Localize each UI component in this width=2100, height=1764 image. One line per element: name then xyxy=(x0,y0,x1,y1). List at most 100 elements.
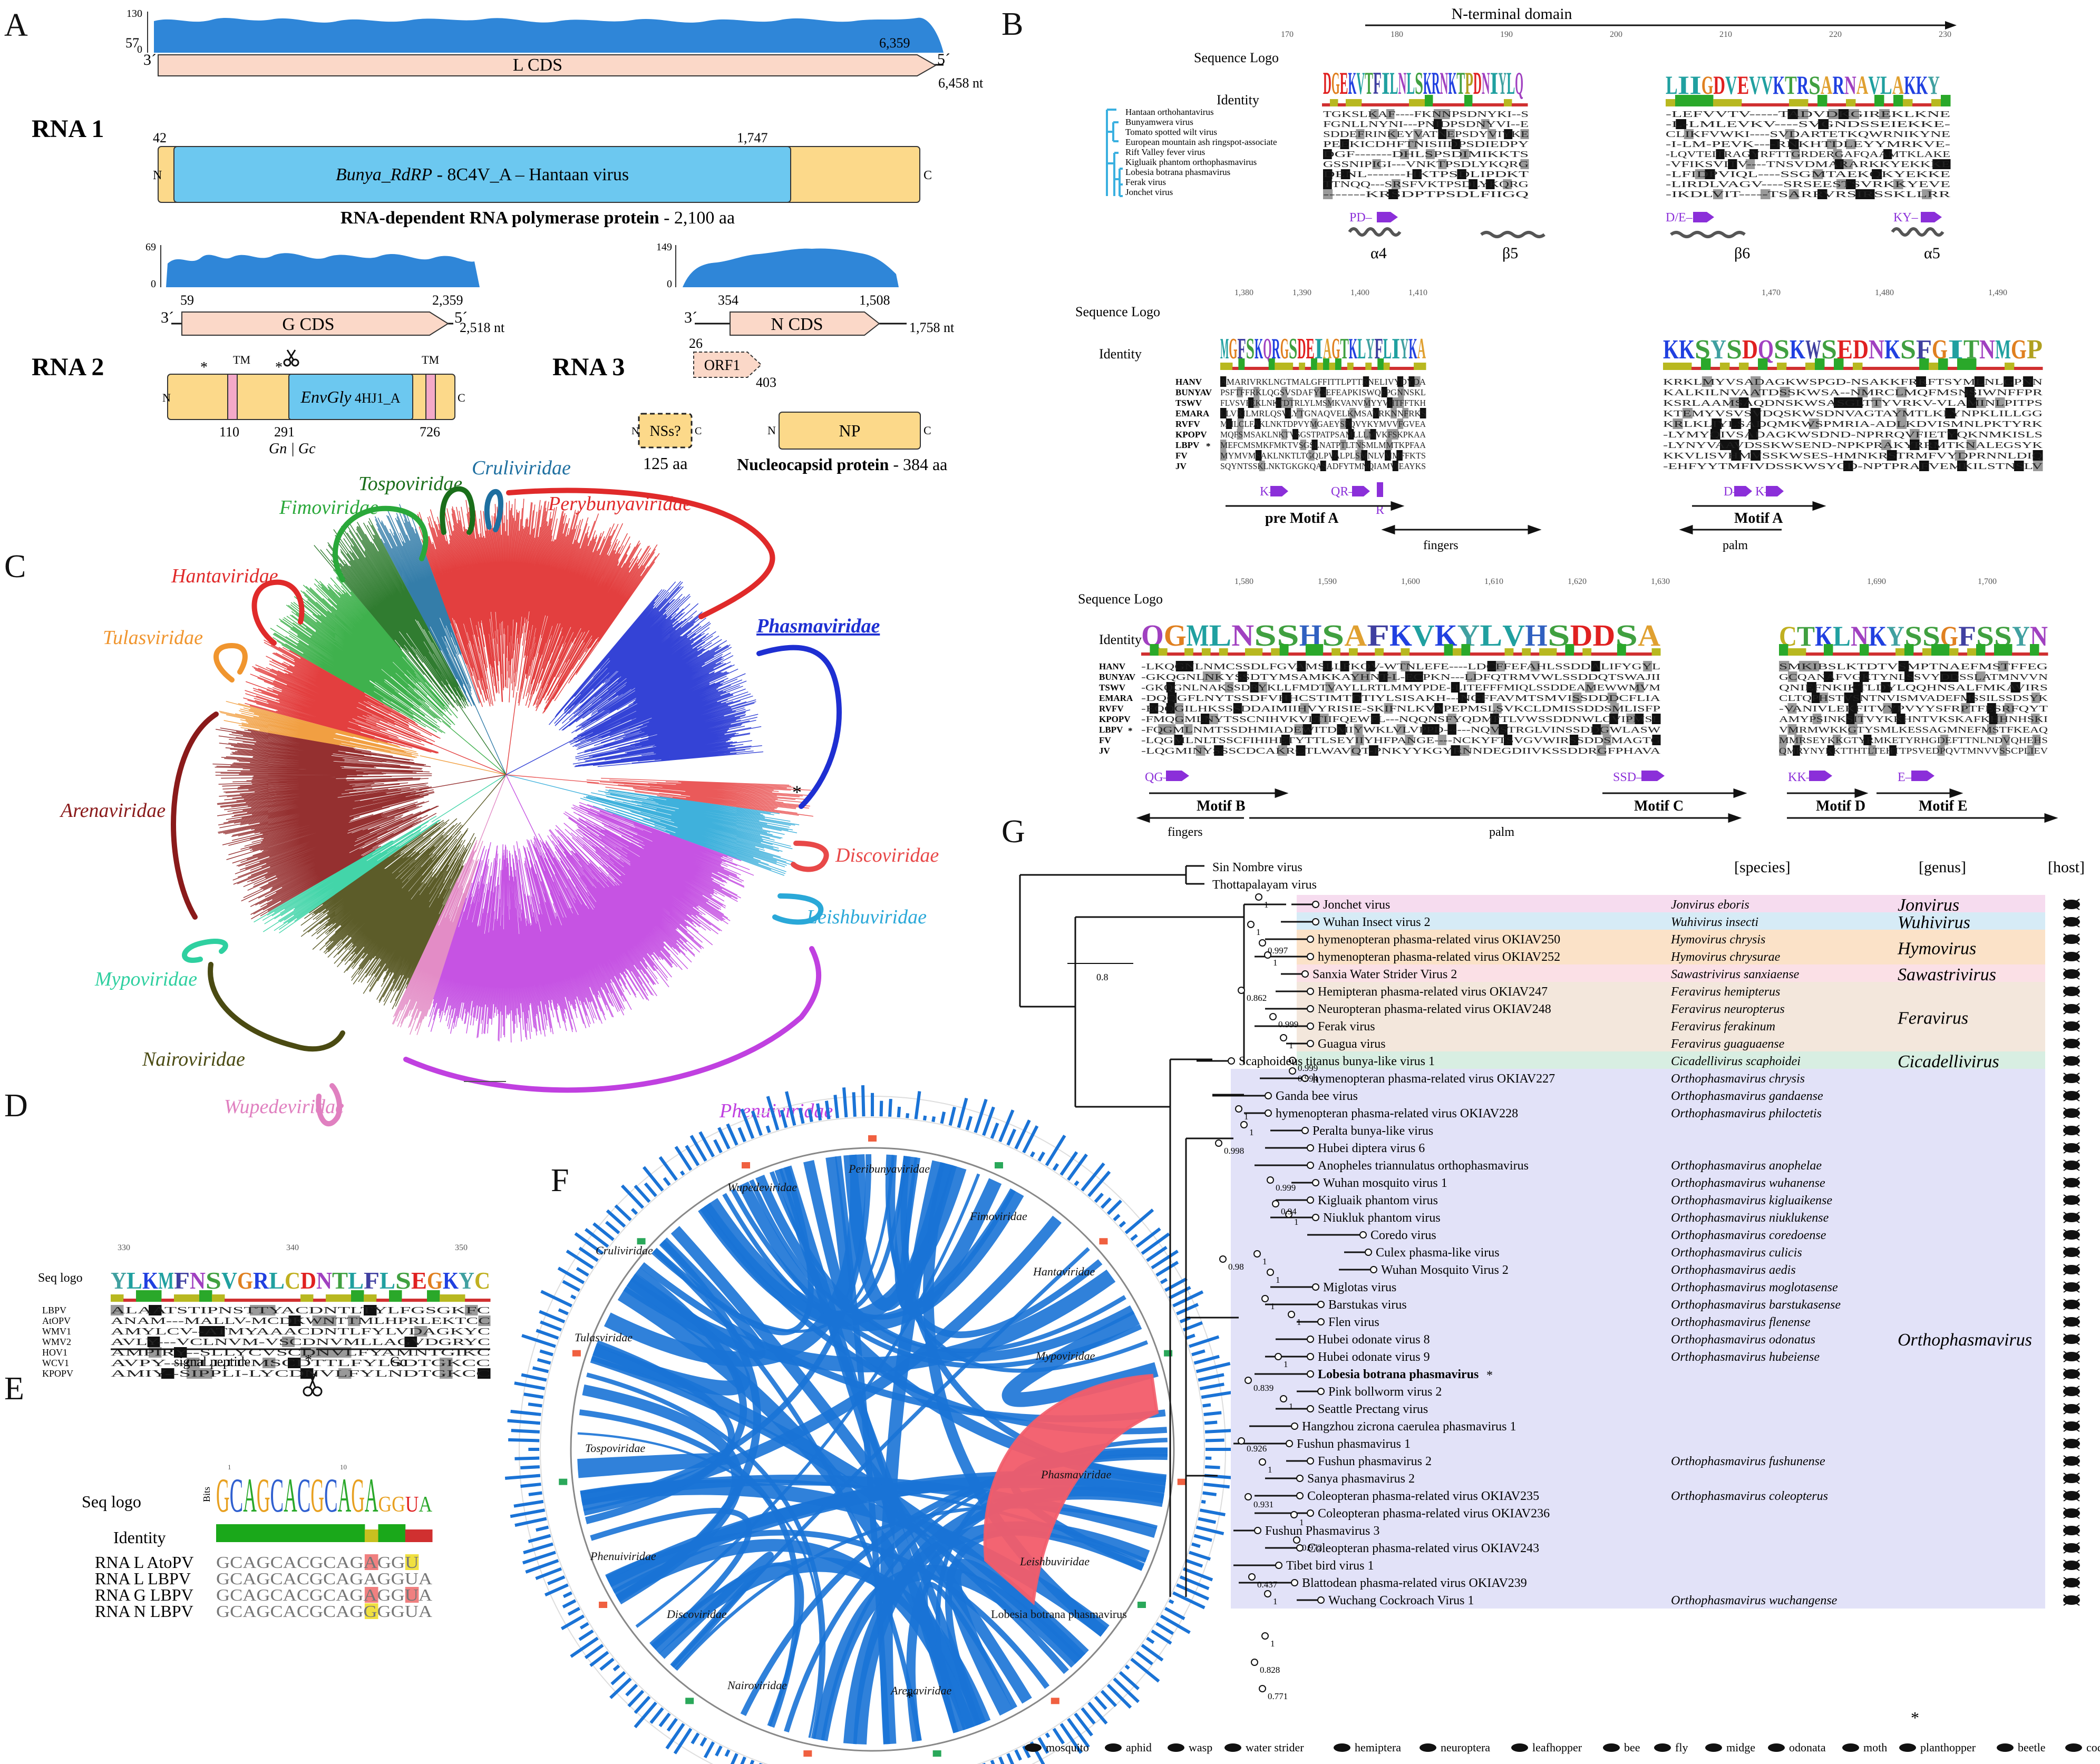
alignment-row: PEEKICDHFTNISIIDPSDIEDPY xyxy=(1323,139,1529,149)
conservation-shade xyxy=(282,1337,295,1347)
identity-bar-segment xyxy=(1385,103,1394,106)
identity-bar-segment xyxy=(1496,652,1505,656)
coverage-histogram-bar xyxy=(1151,1629,1172,1645)
coverage-histogram-bar xyxy=(520,1483,541,1488)
segment-marker xyxy=(559,1478,568,1485)
coverage-max-label: 69 xyxy=(145,241,156,253)
species-name: Orthophasmavirus anophelae xyxy=(1671,1159,1822,1173)
internal-node xyxy=(1245,1493,1252,1500)
tip-node xyxy=(1359,1231,1367,1239)
orf1-coord-start: 26 xyxy=(689,336,703,351)
N-coord-end: 1,508 xyxy=(859,293,890,308)
logo-letter: L xyxy=(1390,66,1398,101)
logo-letter: L xyxy=(1383,333,1392,365)
clade-arc-arenaviridae xyxy=(171,712,219,920)
conservation-shade xyxy=(1175,661,1185,671)
alignment-row: KRKLMYVSADAGKWSPGD-NSAKKFRRFTSYMLNLGPNN xyxy=(1663,377,2043,387)
coverage-histogram-bar xyxy=(1119,1671,1140,1690)
conservation-shade xyxy=(1400,149,1409,159)
conservation-shade xyxy=(1811,693,1820,703)
identity-bar-segment xyxy=(1377,103,1386,106)
gly-n-term: N xyxy=(162,391,171,404)
conservation-shade xyxy=(1643,661,1652,671)
virus-abbreviation: HOV1 xyxy=(42,1347,67,1358)
motif-marker xyxy=(1641,771,1665,781)
internal-node xyxy=(1255,893,1262,901)
identity-bar-segment xyxy=(1305,644,1315,656)
logo-letter: K xyxy=(1869,620,1887,652)
position-tick: 190 xyxy=(1500,30,1513,39)
conservation-shade xyxy=(1891,703,1901,714)
conservation-shade xyxy=(1910,429,1920,440)
conservation-shade xyxy=(1676,119,1687,129)
identity-bar-segment xyxy=(1359,367,1366,370)
coverage-histogram-bar xyxy=(1100,1197,1112,1209)
species-name: Orthophasmavirus fushunense xyxy=(1671,1455,1825,1468)
alignment-row: KTEMYVSVSVDQSKWSDNVAGTAYMTLKLYNPKLILLGG xyxy=(1663,408,2043,418)
conservation-shade xyxy=(1488,129,1496,139)
logo-letter: S xyxy=(1726,335,1742,365)
coverage-histogram-bar xyxy=(666,1718,678,1732)
logo-letter: L xyxy=(1209,618,1231,652)
conservation-shade xyxy=(1466,671,1476,682)
support-value: 0.828 xyxy=(1260,1665,1280,1675)
conservation-shade xyxy=(1384,703,1393,714)
conservation-shade xyxy=(1214,745,1224,756)
identity-bar-segment xyxy=(1470,652,1479,656)
pos-110: 110 xyxy=(219,424,239,440)
logo-letter: F xyxy=(1958,620,1976,652)
clade-arc-nairoviridae xyxy=(208,962,345,1052)
internal-node xyxy=(1219,1255,1227,1263)
conservation-shade xyxy=(1490,724,1499,735)
coverage-histogram-bar xyxy=(634,1701,657,1729)
conservation-shade xyxy=(478,1315,491,1326)
support-value: 0.998 xyxy=(1224,1146,1244,1156)
fingers-label-3: fingers xyxy=(1168,825,1203,839)
logo-letter: A xyxy=(338,1468,352,1522)
support-value: 0.999 xyxy=(1298,1063,1318,1073)
conservation-shade xyxy=(1300,703,1309,714)
fingers-label-2: fingers xyxy=(1423,539,1459,552)
conservation-shade xyxy=(1997,714,2006,724)
G-cds-arrow xyxy=(181,311,449,336)
alignment-row: -LKQGNLNMCSSDLFGVAMSLLFKQV-WTNLEFE----LD… xyxy=(1141,661,1660,671)
species-name: Orthophasmavirus wuchangense xyxy=(1671,1594,1838,1607)
circos-label: Discoviridae xyxy=(666,1607,727,1621)
conservation-shade xyxy=(2032,735,2040,745)
rdrp-domain-name: Bunya_RdRP xyxy=(336,165,432,184)
N-cds-label: N CDS xyxy=(771,315,823,334)
rdrp-n-term: N xyxy=(153,169,162,182)
taxon-label: Tibet bird virus 1 xyxy=(1286,1559,1374,1573)
coverage-histogram-bar xyxy=(1106,1683,1132,1709)
logo-letter: K xyxy=(142,1267,158,1294)
logo-letter: Q xyxy=(1263,333,1271,365)
seq-logo-label-2: Sequence Logo xyxy=(1075,304,1160,319)
np-label: NP xyxy=(839,421,861,440)
conservation-shade xyxy=(364,1305,377,1315)
conservation-shade xyxy=(1961,703,1970,714)
logo-letter: S xyxy=(1246,333,1255,365)
segment-marker xyxy=(1137,1602,1146,1608)
conservation-shade xyxy=(1253,387,1260,397)
conservation-shade xyxy=(1989,714,1998,724)
species-name: Hymovirus chrysis xyxy=(1670,933,1765,947)
conservation-shade xyxy=(1149,703,1159,714)
identity-bar-segment xyxy=(1834,358,1844,370)
coverage-histogram-bar xyxy=(523,1542,553,1554)
identity-bar-segment xyxy=(1201,648,1211,656)
N-coord-start: 354 xyxy=(718,293,738,308)
conservation-shade xyxy=(1457,169,1466,179)
coverage-histogram-bar xyxy=(1193,1534,1212,1542)
identity-bar-segment xyxy=(1900,367,1910,370)
identity-bar-segment xyxy=(1414,363,1421,370)
coverage-histogram-bar xyxy=(620,1184,645,1209)
identity-bar-segment xyxy=(1271,648,1280,656)
conservation-shade xyxy=(1220,376,1227,387)
conservation-shade xyxy=(1446,129,1455,139)
logo-letter: K xyxy=(1679,335,1695,365)
genus-label-orthophasmavirus: Orthophasmavirus xyxy=(1898,1330,2032,1350)
identity-bar-segment xyxy=(1220,363,1227,370)
genus-band-jonvirus xyxy=(1297,895,2045,913)
coverage-histogram-bar xyxy=(808,1109,813,1123)
conservation-shade xyxy=(440,1368,453,1379)
